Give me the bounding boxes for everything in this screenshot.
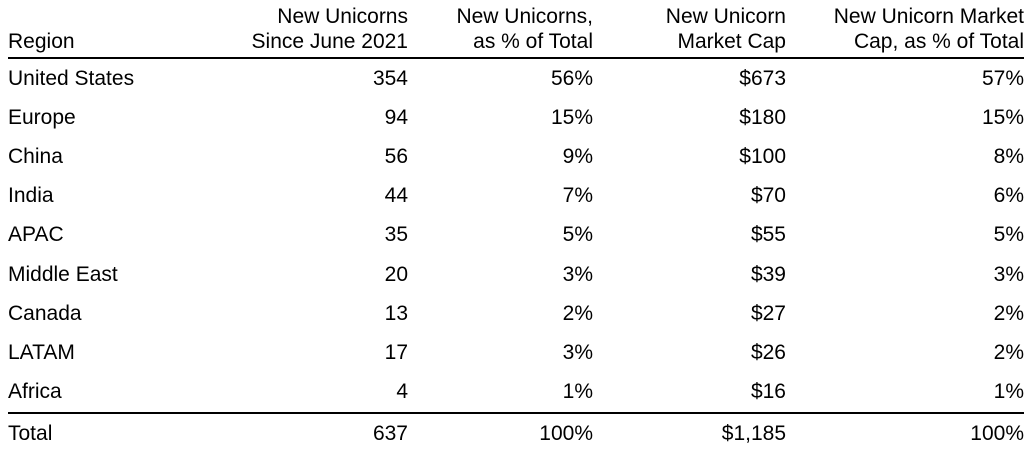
cell-new-unicorns-pct: 7%	[562, 184, 593, 208]
table-row: APAC 35 5% $55 5%	[8, 216, 1024, 255]
cell-new-unicorns-pct: 9%	[562, 144, 593, 168]
cell-new-unicorns: 94	[384, 105, 408, 129]
cell-new-unicorns-pct: 56%	[550, 66, 593, 90]
column-header-line: Since June 2021	[251, 30, 408, 53]
cell-region: India	[8, 184, 54, 208]
cell-new-unicorns-pct: 15%	[550, 105, 593, 129]
column-header-line: Region	[8, 30, 75, 53]
cell-new-unicorns-pct: 3%	[562, 262, 593, 286]
cell-region: LATAM	[8, 340, 75, 364]
table-row: United States 354 56% $673 57%	[8, 58, 1024, 98]
cell-market-cap: $27	[750, 301, 786, 325]
column-header-market-cap: New Unicorn Market Cap	[593, 0, 786, 59]
cell-region: China	[8, 144, 63, 168]
cell-market-cap-pct: 57%	[981, 66, 1024, 90]
column-header-line: New Unicorns	[277, 5, 408, 28]
cell-new-unicorns: 354	[372, 66, 408, 90]
cell-market-cap-pct: 15%	[981, 105, 1024, 129]
cell-new-unicorns-pct: 1%	[562, 380, 593, 404]
cell-region: United States	[8, 66, 135, 90]
cell-market-cap: $673	[739, 66, 786, 90]
cell-market-cap: $16	[750, 380, 786, 404]
cell-new-unicorns-pct: 2%	[562, 301, 593, 325]
cell-market-cap-pct: 6%	[993, 184, 1024, 208]
table-row: China 56 9% $100 8%	[8, 137, 1024, 176]
total-cell-market-cap: $1,185	[593, 411, 786, 454]
header-row: Region New Unicorns Since June 2021 New Uni…	[8, 0, 1024, 59]
cell-new-unicorns: 20	[384, 262, 408, 286]
cell-new-unicorns-pct: 5%	[562, 223, 593, 247]
cell-market-cap-pct: 2%	[993, 340, 1024, 364]
column-header-region: Region	[8, 0, 178, 59]
cell-market-cap: $180	[739, 105, 786, 129]
total-row: Total 637 100% $1,185 100%	[8, 411, 1024, 454]
total-cell-region: Total	[8, 411, 178, 454]
table-row: Africa 4 1% $16 1%	[8, 373, 1024, 413]
table-footer: Total 637 100% $1,185 100%	[8, 411, 1024, 454]
cell-market-cap: $70	[750, 184, 786, 208]
column-header-line: New Unicorns,	[456, 5, 593, 28]
cell-new-unicorns: 13	[384, 301, 408, 325]
total-cell-market-cap-pct: 100%	[786, 411, 1024, 454]
cell-new-unicorns: 4	[396, 380, 408, 404]
column-header-line: New Unicorn	[665, 5, 786, 28]
cell-new-unicorns-pct: 3%	[562, 340, 593, 364]
cell-new-unicorns: 44	[384, 184, 408, 208]
cell-market-cap-pct: 1%	[993, 380, 1024, 404]
cell-new-unicorns: 56	[384, 144, 408, 168]
cell-new-unicorns: 17	[384, 340, 408, 364]
cell-region: Africa	[8, 380, 62, 404]
cell-market-cap: $39	[750, 262, 786, 286]
unicorn-region-table: Region New Unicorns Since June 2021 New Uni…	[8, 0, 1024, 454]
cell-market-cap-pct: 3%	[993, 262, 1024, 286]
table-body: United States 354 56% $673 57% Europe 94 15% $18…	[8, 58, 1024, 413]
table-header: Region New Unicorns Since June 2021 New Uni…	[8, 0, 1024, 59]
table-row: Middle East 20 3% $39 3%	[8, 255, 1024, 294]
column-header-line: Market Cap	[677, 30, 786, 53]
cell-region: Canada	[8, 301, 82, 325]
column-header-line: as % of Total	[473, 30, 593, 53]
cell-region: APAC	[8, 223, 64, 247]
total-cell-new-unicorns: 637	[178, 411, 408, 454]
cell-market-cap-pct: 5%	[993, 223, 1024, 247]
table-row: Europe 94 15% $180 15%	[8, 98, 1024, 137]
column-header-new-unicorns-pct: New Unicorns, as % of Total	[408, 0, 593, 59]
table-row: Canada 13 2% $27 2%	[8, 294, 1024, 333]
column-header-line: Cap, as % of Total	[853, 30, 1024, 53]
table-row: India 44 7% $70 6%	[8, 177, 1024, 216]
column-header-new-unicorns: New Unicorns Since June 2021	[178, 0, 408, 59]
cell-market-cap: $26	[750, 340, 786, 364]
cell-new-unicorns: 35	[384, 223, 408, 247]
cell-market-cap-pct: 2%	[993, 301, 1024, 325]
cell-market-cap: $100	[739, 144, 786, 168]
cell-market-cap: $55	[750, 223, 786, 247]
table-row: LATAM 17 3% $26 2%	[8, 333, 1024, 372]
total-cell-new-unicorns-pct: 100%	[408, 411, 593, 454]
column-header-line: New Unicorn Market	[833, 5, 1024, 28]
cell-region: Europe	[8, 105, 76, 129]
column-header-market-cap-pct: New Unicorn Market Cap, as % of Total	[786, 0, 1024, 59]
cell-market-cap-pct: 8%	[993, 144, 1024, 168]
cell-region: Middle East	[8, 262, 118, 286]
